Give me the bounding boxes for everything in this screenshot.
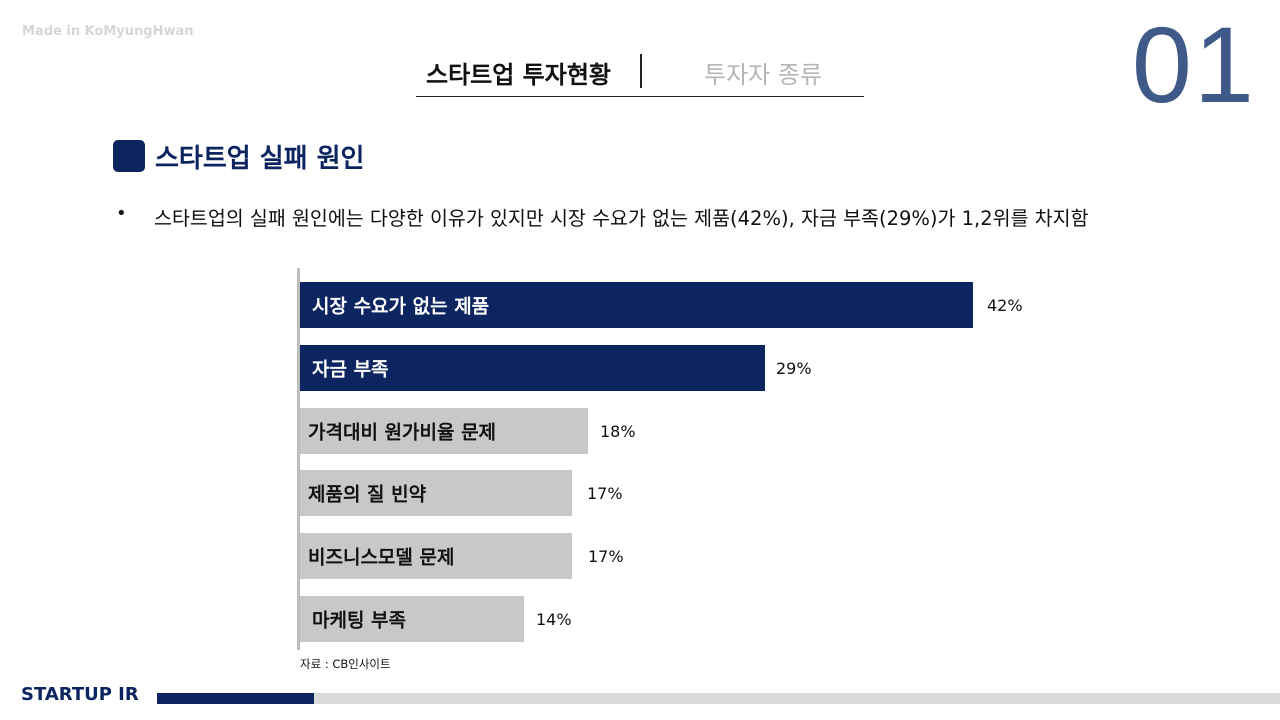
watermark: Made in KoMyungHwan xyxy=(22,24,194,39)
page-number: 01 xyxy=(1131,4,1256,125)
chart-value-label: 17% xyxy=(588,547,624,566)
footer-progress-track xyxy=(157,693,1280,704)
chart-value-label: 42% xyxy=(987,296,1023,315)
chart-value-label: 18% xyxy=(600,422,636,441)
source-note: 자료 : CB인사이트 xyxy=(300,657,391,671)
chart-bar: 비즈니스모델 문제 xyxy=(300,533,572,579)
footer-label: STARTUP IR xyxy=(21,684,139,705)
chart-bar: 시장 수요가 없는 제품 xyxy=(300,282,973,328)
bullet-text: 스타트업의 실패 원인에는 다양한 이유가 있지만 시장 수요가 없는 제품(4… xyxy=(154,207,1089,230)
footer-progress-fill xyxy=(157,693,315,704)
section-marker-icon xyxy=(113,140,145,172)
section-title: 스타트업 실패 원인 xyxy=(155,144,365,174)
chart-bar: 제품의 질 빈약 xyxy=(300,470,572,516)
chart-bar-label: 자금 부족 xyxy=(312,358,389,381)
tab-divider xyxy=(640,54,642,88)
chart-bar-label: 제품의 질 빈약 xyxy=(308,483,427,506)
tab-bar: 스타트업 투자현황 투자자 종류 xyxy=(416,52,864,97)
tab-investor-types[interactable]: 투자자 종류 xyxy=(704,61,823,89)
chart-value-label: 14% xyxy=(536,610,572,629)
chart-bar-label: 비즈니스모델 문제 xyxy=(308,546,455,569)
bullet-marker: • xyxy=(116,203,127,224)
chart-axis xyxy=(297,268,300,650)
chart-value-label: 17% xyxy=(587,484,623,503)
chart-bar-label: 마케팅 부족 xyxy=(312,609,407,632)
tab-startup-investment-status[interactable]: 스타트업 투자현황 xyxy=(426,61,611,89)
chart-bar: 자금 부족 xyxy=(300,345,765,391)
chart-bar: 마케팅 부족 xyxy=(300,596,524,642)
chart-bar-label: 가격대비 원가비율 문제 xyxy=(308,421,497,444)
chart-bar: 가격대비 원가비율 문제 xyxy=(300,408,588,454)
chart-bar-label: 시장 수요가 없는 제품 xyxy=(312,295,490,318)
chart-value-label: 29% xyxy=(776,359,812,378)
